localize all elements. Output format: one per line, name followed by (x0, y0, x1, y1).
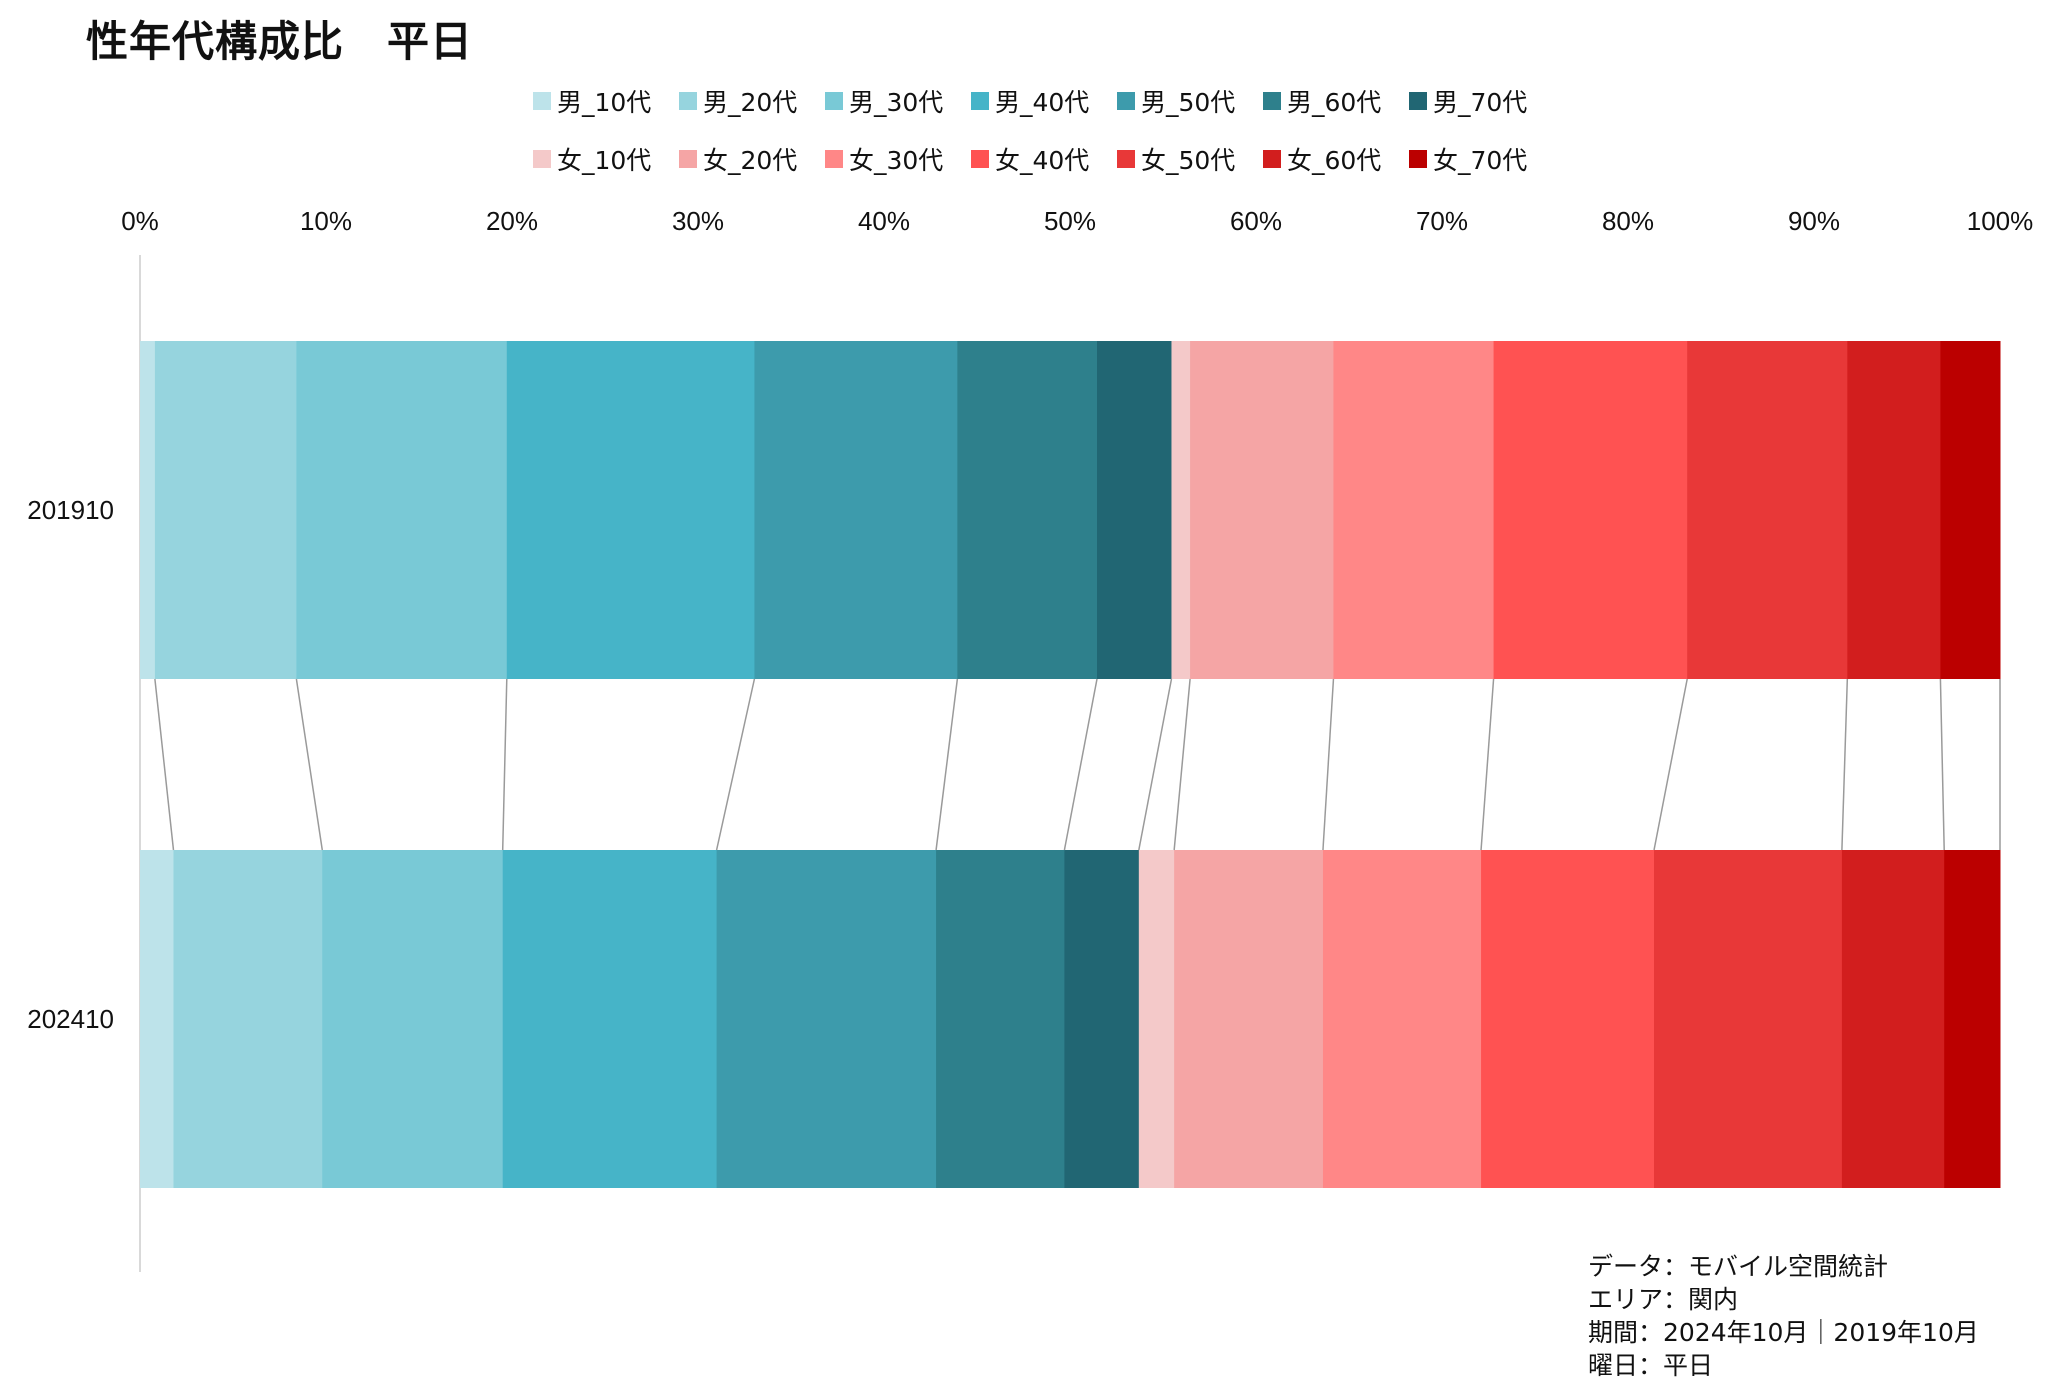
x-tick-label: 20% (486, 206, 538, 236)
bar-segment (1096, 341, 1172, 679)
connector-lines (154, 678, 2001, 851)
legend-label: 男_50代 (1141, 88, 1235, 117)
legend-swatch (971, 92, 989, 110)
bar-segment (1481, 850, 1655, 1188)
connector-line (154, 678, 175, 851)
x-tick-label: 40% (858, 206, 910, 236)
x-tick-label: 50% (1044, 206, 1096, 236)
connector-line (1653, 678, 1688, 851)
bar-segment (173, 850, 323, 1188)
legend-label: 女_10代 (557, 146, 651, 175)
x-tick-label: 70% (1416, 206, 1468, 236)
bar-segment (1190, 341, 1334, 679)
bar-segment (1687, 341, 1848, 679)
legend-label: 女_60代 (1287, 146, 1381, 175)
legend-swatch (679, 92, 697, 110)
legend-label: 女_70代 (1433, 146, 1527, 175)
bar-segment (716, 850, 937, 1188)
bar-segment (1322, 850, 1482, 1188)
bar-segment (936, 850, 1065, 1188)
bar-segment (1841, 850, 1945, 1188)
legend-label: 男_60代 (1287, 88, 1381, 117)
bar-segment (957, 341, 1098, 679)
bar-segment (1654, 850, 1843, 1188)
legend-label: 男_30代 (849, 88, 943, 117)
legend-swatch (825, 92, 843, 110)
bar-segment (1174, 850, 1324, 1188)
legend-label: 女_40代 (995, 146, 1089, 175)
connector-line (1322, 678, 1335, 851)
category-label: 201910 (27, 495, 114, 525)
legend-swatch (825, 150, 843, 168)
x-tick-label: 100% (1967, 206, 2034, 236)
bar-segment (754, 341, 958, 679)
legend-swatch (533, 92, 551, 110)
bar-segment (322, 850, 504, 1188)
bar-segment (140, 850, 174, 1188)
legend: 男_10代 男_20代 男_30代 男_40代 男_50代 男_60代 男_70代女_10代… (533, 88, 1527, 175)
legend-label: 男_40代 (995, 88, 1089, 117)
note-area: エリア：関内 (1588, 1285, 1739, 1314)
bar-segment (296, 341, 508, 679)
bar-segment (1944, 850, 2001, 1188)
legend-swatch (533, 150, 551, 168)
bar-segment (506, 341, 755, 679)
bar-segment (1847, 341, 1941, 679)
bar-segment (502, 850, 718, 1188)
bar-segment (154, 341, 297, 679)
legend-label: 男_70代 (1433, 88, 1527, 117)
bar-segment (1064, 850, 1140, 1188)
note-period: 期間：2024年10月｜2019年10月 (1588, 1318, 1979, 1347)
legend-label: 男_10代 (557, 88, 651, 117)
bar-segment (140, 341, 156, 679)
legend-swatch (1409, 150, 1427, 168)
connector-line (1063, 678, 1098, 851)
x-tick-label: 80% (1602, 206, 1654, 236)
connector-line (1841, 678, 1849, 851)
legend-label: 女_30代 (849, 146, 943, 175)
x-tick-label: 10% (300, 206, 352, 236)
category-label: 202410 (27, 1004, 114, 1034)
connector-line (1173, 678, 1191, 851)
legend-swatch (971, 150, 989, 168)
category-labels: 201910 202410 (27, 495, 114, 1034)
source-notes: データ：モバイル空間統計 エリア：関内 期間：2024年10月｜2019年10月… (1588, 1250, 1979, 1382)
bars (140, 341, 2001, 1188)
bar-segment (1940, 341, 2001, 679)
connector-line (1939, 678, 1945, 851)
chart-title: 性年代構成比 平日 (86, 17, 474, 66)
bar-segment (1493, 341, 1688, 679)
x-tick-label: 0% (121, 206, 159, 236)
connector-line (1138, 678, 1173, 851)
legend-swatch (1263, 150, 1281, 168)
legend-swatch (1117, 92, 1135, 110)
legend-swatch (1409, 92, 1427, 110)
x-tick-label: 30% (672, 206, 724, 236)
bar-segment (1333, 341, 1495, 679)
connector-line (715, 678, 756, 851)
connector-line (295, 678, 324, 851)
legend-label: 女_50代 (1141, 146, 1235, 175)
bar-segment (1138, 850, 1175, 1188)
x-axis-ticks: 0% 10% 20% 30% 40% 50% 60% 70% 80% 90% 100% (121, 206, 2033, 236)
x-tick-label: 90% (1788, 206, 1840, 236)
note-data-source: データ：モバイル空間統計 (1588, 1252, 1889, 1281)
x-tick-label: 60% (1230, 206, 1282, 236)
connector-line (501, 678, 508, 851)
legend-swatch (1263, 92, 1281, 110)
connector-line (935, 678, 959, 851)
legend-label: 男_20代 (703, 88, 797, 117)
note-day: 曜日：平日 (1588, 1351, 1714, 1380)
legend-swatch (679, 150, 697, 168)
legend-label: 女_20代 (703, 146, 797, 175)
connector-line (1480, 678, 1495, 851)
legend-swatch (1117, 150, 1135, 168)
bar-segment (1171, 341, 1191, 679)
